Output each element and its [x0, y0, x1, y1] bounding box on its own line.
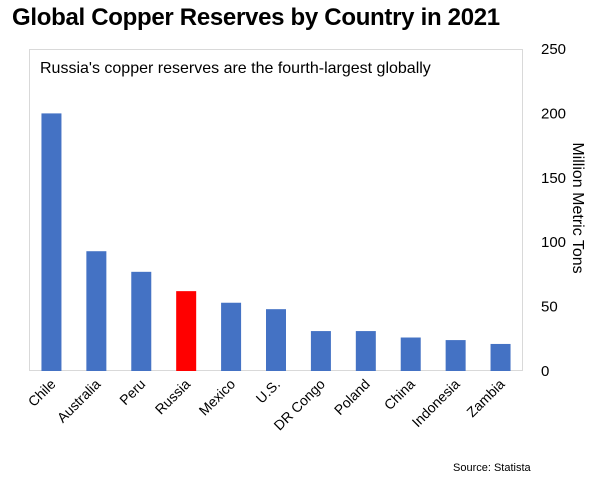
bar-chile	[41, 113, 62, 372]
x-tick-label: U.S.	[253, 376, 284, 407]
x-tick-label: Peru	[116, 376, 148, 408]
bar-australia	[86, 251, 107, 371]
y-tick-label: 0	[541, 363, 549, 380]
x-tick-label: Russia	[152, 376, 194, 418]
x-tick-label: China	[381, 376, 418, 413]
bar-poland	[355, 331, 376, 371]
bar-china	[400, 337, 421, 371]
x-tick-label: Zambia	[463, 376, 507, 420]
bar-mexico	[221, 302, 242, 371]
bar-dr-congo	[310, 331, 331, 371]
bar-peru	[131, 271, 152, 371]
x-tick-label: Australia	[54, 376, 104, 426]
bar-zambia	[490, 343, 511, 371]
source-note: Source: Statista	[453, 462, 531, 474]
bar-u-s-	[266, 309, 286, 371]
bar-indonesia	[445, 340, 466, 371]
y-tick-label: 50	[541, 299, 558, 316]
y-tick-label: 100	[541, 234, 566, 251]
x-tick-label: Mexico	[196, 376, 239, 419]
chart-title: Global Copper Reserves by Country in 202…	[12, 4, 500, 31]
y-tick-label: 150	[541, 170, 566, 187]
x-tick-label: Indonesia	[409, 376, 463, 430]
bar-russia	[176, 291, 197, 371]
x-tick-label: Chile	[25, 376, 59, 410]
y-tick-label: 250	[541, 41, 566, 58]
chart-subtitle: Russia's copper reserves are the fourth-…	[40, 60, 431, 77]
y-tick-label: 200	[541, 105, 566, 122]
x-tick-label: Poland	[331, 376, 373, 418]
